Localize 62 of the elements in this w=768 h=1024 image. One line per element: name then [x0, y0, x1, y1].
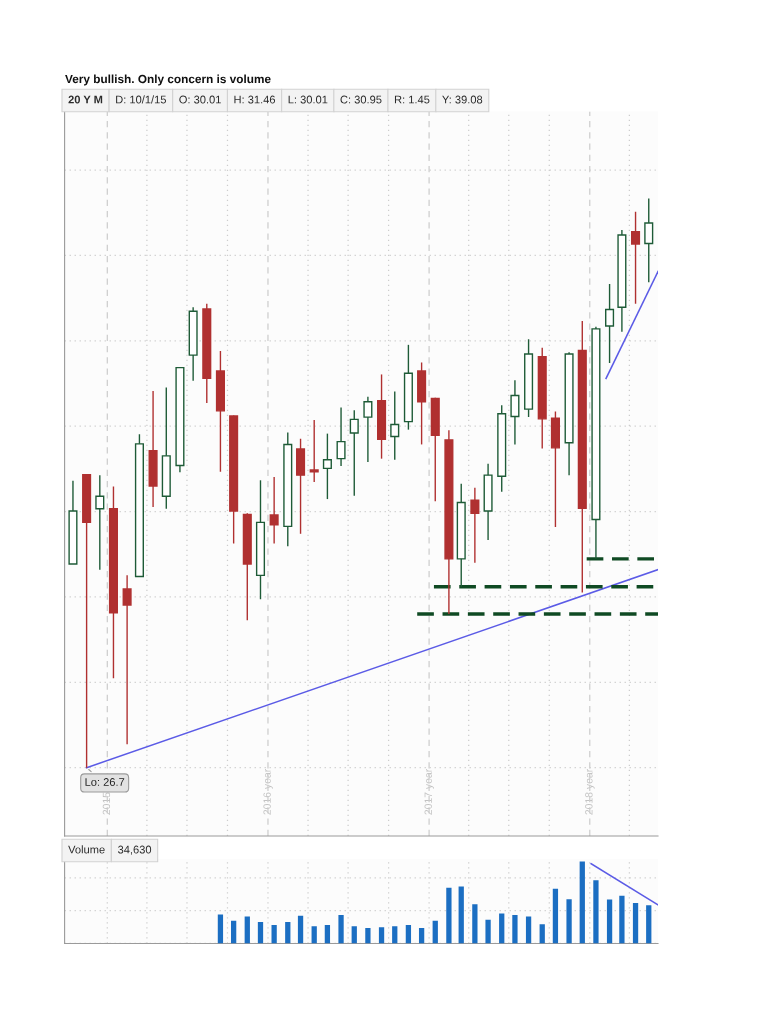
- text: 20 Y M: [68, 95, 103, 104]
- bar: [446, 887, 452, 944]
- bar: [217, 914, 224, 944]
- bar: [311, 926, 317, 944]
- bar: [365, 928, 371, 944]
- bar: [499, 913, 505, 944]
- text: H: 31.46: [234, 95, 276, 104]
- bar: [324, 925, 331, 944]
- x-tick-label: 2016 year: [263, 769, 273, 815]
- candlestick: [122, 574, 132, 746]
- bar: [485, 919, 491, 944]
- candlestick: [349, 409, 359, 497]
- bar: [646, 905, 652, 944]
- bar: [512, 915, 518, 944]
- text: 34,630: [118, 845, 152, 855]
- chart-title: Very bullish. Only concern is volume: [65, 74, 271, 86]
- x-tick-label: 2018 year: [585, 769, 595, 815]
- candlestick: [322, 432, 332, 500]
- text: L: 30.01: [288, 95, 328, 104]
- bar: [619, 895, 625, 944]
- text: C: 30.95: [340, 95, 382, 104]
- candlestick: [269, 476, 279, 545]
- bar: [378, 927, 385, 944]
- candlestick: [631, 210, 641, 305]
- bar: [579, 861, 585, 944]
- bar: [405, 925, 412, 944]
- bar: [338, 915, 344, 944]
- chart-title: Volume: [68, 845, 105, 854]
- bar: [257, 921, 264, 944]
- x-tick-label: 2017 year: [424, 769, 434, 815]
- bar: [244, 916, 250, 944]
- bar: [418, 928, 425, 944]
- text: Y: 39.08: [442, 95, 483, 104]
- bar: [285, 921, 291, 944]
- candlestick: [605, 283, 615, 364]
- bar: [552, 888, 559, 944]
- candlestick: [644, 197, 654, 283]
- bar: [297, 915, 304, 944]
- bar: [539, 924, 545, 944]
- bar: [392, 926, 398, 944]
- candlestick: [95, 474, 105, 571]
- bar: [566, 899, 572, 944]
- text: R: 1.45: [394, 95, 430, 104]
- annotation: Lo: 26.7: [85, 778, 125, 786]
- bar: [593, 880, 599, 944]
- candlestick: [309, 419, 319, 483]
- bar: [472, 904, 478, 944]
- candlestick: [510, 379, 520, 446]
- candlestick: [470, 486, 480, 564]
- bar: [458, 886, 464, 944]
- candlestick: [336, 406, 346, 467]
- bar: [432, 920, 438, 944]
- candlestick: [363, 395, 373, 463]
- bar: [271, 925, 277, 944]
- text: D: 10/1/15: [116, 95, 166, 104]
- text: O: 30.01: [179, 95, 221, 104]
- bar: [606, 899, 613, 944]
- bar: [351, 926, 357, 944]
- bar: [632, 903, 639, 944]
- bar: [231, 920, 237, 944]
- bar: [525, 916, 532, 944]
- candlestick: [390, 390, 400, 461]
